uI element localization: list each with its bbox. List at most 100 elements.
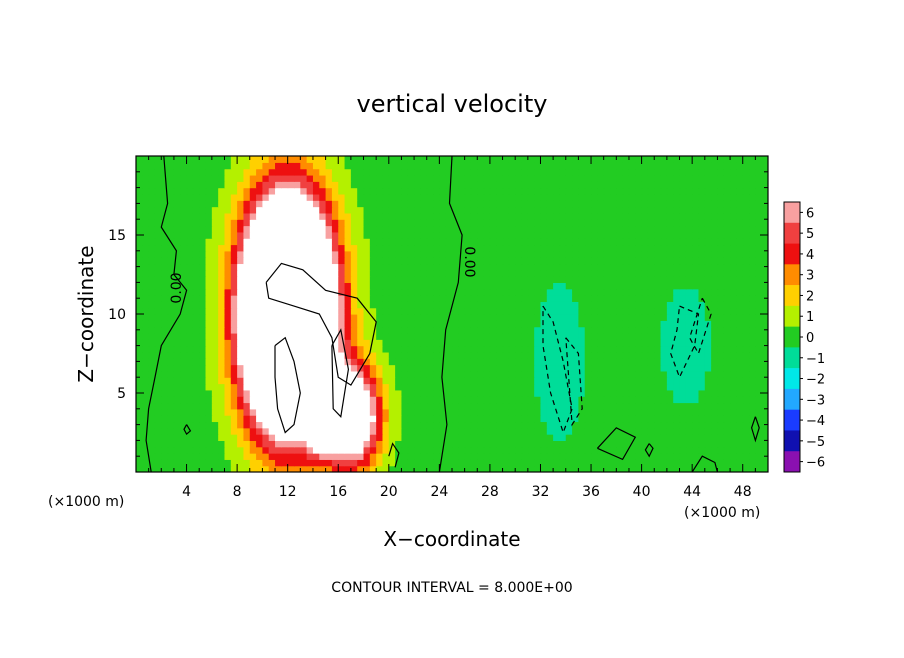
heatmap-cell (527, 263, 535, 271)
heatmap-cell (294, 389, 301, 397)
heatmap-cell (477, 238, 485, 246)
heatmap-cell (186, 364, 194, 372)
heatmap-cell (136, 212, 143, 220)
heatmap-cell (698, 282, 706, 290)
heatmap-cell (654, 440, 662, 448)
heatmap-cell (180, 276, 188, 283)
heatmap-cell (426, 244, 434, 252)
heatmap-cell (591, 408, 598, 416)
heatmap-cell (452, 156, 459, 163)
heatmap-cell (458, 282, 466, 290)
heatmap-cell (635, 383, 643, 391)
heatmap-cell (496, 156, 504, 163)
heatmap-cell (237, 415, 245, 423)
heatmap-cell (199, 212, 207, 220)
heatmap-cell (572, 181, 579, 189)
heatmap-cell (275, 402, 282, 410)
heatmap-cell (294, 269, 301, 277)
heatmap-cell (458, 181, 466, 189)
heatmap-cell (723, 288, 731, 296)
heatmap-cell (502, 200, 510, 208)
heatmap-cell (736, 269, 744, 277)
heatmap-cell (508, 383, 516, 391)
heatmap-cell (635, 162, 643, 170)
heatmap-cell (331, 244, 339, 252)
heatmap-cell (243, 314, 251, 321)
heatmap-cell (338, 187, 346, 195)
heatmap-cell (281, 314, 289, 321)
heatmap-cell (717, 377, 725, 385)
heatmap-cell (572, 307, 579, 315)
heatmap-cell (300, 181, 308, 189)
heatmap-cell (312, 446, 320, 454)
heatmap-cell (673, 453, 681, 460)
heatmap-cell (420, 244, 428, 252)
heatmap-cell (622, 453, 630, 460)
heatmap-cell (591, 332, 598, 340)
heatmap-cell (262, 396, 270, 404)
heatmap-cell (673, 187, 681, 195)
heatmap-cell (205, 389, 213, 397)
heatmap-cell (312, 453, 320, 460)
heatmap-cell (376, 408, 384, 416)
heatmap-cell (692, 396, 700, 404)
heatmap-cell (540, 168, 548, 176)
heatmap-cell (350, 257, 358, 265)
heatmap-cell (192, 453, 200, 460)
heatmap-cell (717, 314, 725, 321)
heatmap-cell (692, 219, 700, 227)
heatmap-cell (237, 364, 245, 372)
heatmap-cell (597, 269, 605, 277)
heatmap-cell (565, 193, 573, 201)
heatmap-cell (237, 339, 245, 347)
heatmap-cell (603, 301, 611, 309)
heatmap-cell (186, 446, 194, 454)
heatmap-cell (628, 453, 636, 460)
heatmap-cell (154, 440, 162, 448)
heatmap-cell (546, 307, 554, 315)
heatmap-cell (647, 244, 655, 252)
heatmap-cell (388, 238, 396, 246)
heatmap-cell (300, 440, 308, 448)
heatmap-cell (142, 326, 150, 334)
heatmap-cell (527, 282, 535, 290)
heatmap-cell (186, 174, 194, 182)
heatmap-cell (401, 250, 409, 258)
heatmap-cell (761, 459, 768, 467)
heatmap-cell (610, 465, 617, 472)
heatmap-cell (502, 434, 510, 441)
heatmap-cell (711, 440, 719, 448)
heatmap-cell (685, 301, 693, 309)
heatmap-cell (483, 276, 491, 283)
heatmap-cell (319, 383, 327, 391)
heatmap-cell (357, 446, 365, 454)
heatmap-cell (350, 402, 358, 410)
heatmap-cell (704, 402, 712, 410)
heatmap-cell (673, 389, 681, 397)
heatmap-cell (256, 263, 263, 271)
heatmap-cell (603, 396, 611, 404)
heatmap-cell (344, 244, 352, 252)
heatmap-cell (300, 389, 308, 397)
heatmap-cell (673, 465, 681, 472)
heatmap-cell (749, 187, 756, 195)
heatmap-cell (256, 156, 263, 163)
heatmap-cell (673, 276, 681, 283)
heatmap-cell (553, 370, 561, 378)
heatmap-cell (603, 269, 611, 277)
heatmap-cell (736, 301, 744, 309)
heatmap-cell (224, 408, 232, 416)
heatmap-cell (730, 200, 737, 208)
heatmap-cell (230, 339, 238, 347)
heatmap-cell (230, 459, 238, 467)
heatmap-cell (641, 459, 649, 467)
heatmap-cell (515, 427, 523, 435)
heatmap-cell (249, 345, 257, 353)
heatmap-cell (237, 396, 245, 404)
heatmap-cell (610, 415, 617, 423)
heatmap-cell (673, 174, 681, 182)
heatmap-cell (211, 402, 219, 410)
heatmap-cell (211, 332, 219, 340)
heatmap-cell (294, 314, 301, 321)
heatmap-cell (761, 219, 768, 227)
